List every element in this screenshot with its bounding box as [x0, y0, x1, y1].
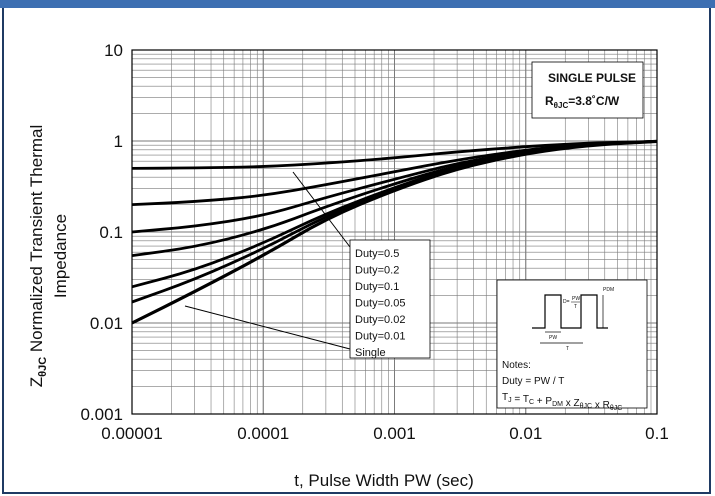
series-label: Duty=0.05	[355, 298, 405, 310]
frame-border	[2, 8, 711, 494]
svg-text:D=: D=	[563, 299, 570, 305]
y-tick-label: 0.01	[90, 314, 123, 333]
notes-duty-formula: Duty = PW / T	[502, 376, 564, 387]
single-leader-line	[184, 305, 351, 350]
x-tick-label: 0.00001	[101, 424, 162, 443]
series-labels-box: Duty=0.5 Duty=0.2 Duty=0.1 Duty=0.05 Duty=0.…	[349, 239, 431, 359]
pulse-diagram: D= PW T PDM PW T	[532, 287, 614, 352]
curves	[131, 139, 658, 325]
series-label: Duty=0.2	[355, 265, 399, 277]
notes-box: D= PW T PDM PW T Notes: Duty = PW / T TJ…	[496, 279, 648, 412]
svg-text:ZθJC Normalized Transient Ther: ZθJC Normalized Transient Thermal	[27, 125, 49, 388]
y-axis-label-symbol: Z	[27, 377, 46, 387]
series-label: Duty=0.01	[355, 331, 405, 343]
series-curve	[131, 139, 658, 325]
single-pulse-box: SINGLE PULSE RθJC=3.8˚C/W	[531, 61, 644, 119]
x-tick-label: 0.01	[509, 424, 542, 443]
single-pulse-title: SINGLE PULSE	[548, 71, 636, 85]
series-label: Single	[355, 347, 386, 359]
y-axis-label-subscript: θJC	[37, 357, 49, 377]
x-tick-label: 0.0001	[237, 424, 289, 443]
y-axis-label-line2: Impedance	[51, 214, 70, 298]
duty-leader-line	[292, 171, 351, 248]
y-tick-label: 0.1	[99, 223, 123, 242]
series-curve	[131, 140, 658, 170]
x-axis-label: t, Pulse Width PW (sec)	[294, 471, 473, 490]
y-tick-label: 0.001	[80, 405, 123, 424]
svg-text:T: T	[566, 346, 569, 352]
r-theta-jc-value: RθJC=3.8˚C/W	[545, 94, 620, 110]
x-tick-labels: 0.00001 0.0001 0.001 0.01 0.1	[101, 424, 669, 443]
svg-text:PW: PW	[572, 296, 580, 302]
y-tick-label: 10	[104, 41, 123, 60]
series-label: Duty=0.02	[355, 314, 405, 326]
series-label: Duty=0.1	[355, 281, 399, 293]
y-axis-label: ZθJC Normalized Transient Thermal	[27, 125, 49, 388]
svg-text:PW: PW	[549, 335, 557, 341]
series-label: Duty=0.5	[355, 248, 399, 260]
y-tick-labels: 10 1 0.1 0.01 0.001	[80, 41, 123, 424]
y-axis-label-line1: Normalized Transient Thermal	[27, 125, 46, 352]
x-tick-label: 0.1	[645, 424, 669, 443]
notes-heading: Notes:	[502, 360, 531, 371]
y-tick-label: 1	[114, 132, 123, 151]
frame-top-bar	[0, 0, 715, 8]
notes-tj-formula: TJ = TC + PDM x ZθJC x RθJC	[502, 392, 622, 412]
svg-text:PDM: PDM	[603, 287, 614, 293]
svg-text:T: T	[574, 304, 577, 310]
grid	[131, 49, 658, 415]
leader-lines	[184, 171, 351, 350]
x-tick-label: 0.001	[373, 424, 416, 443]
